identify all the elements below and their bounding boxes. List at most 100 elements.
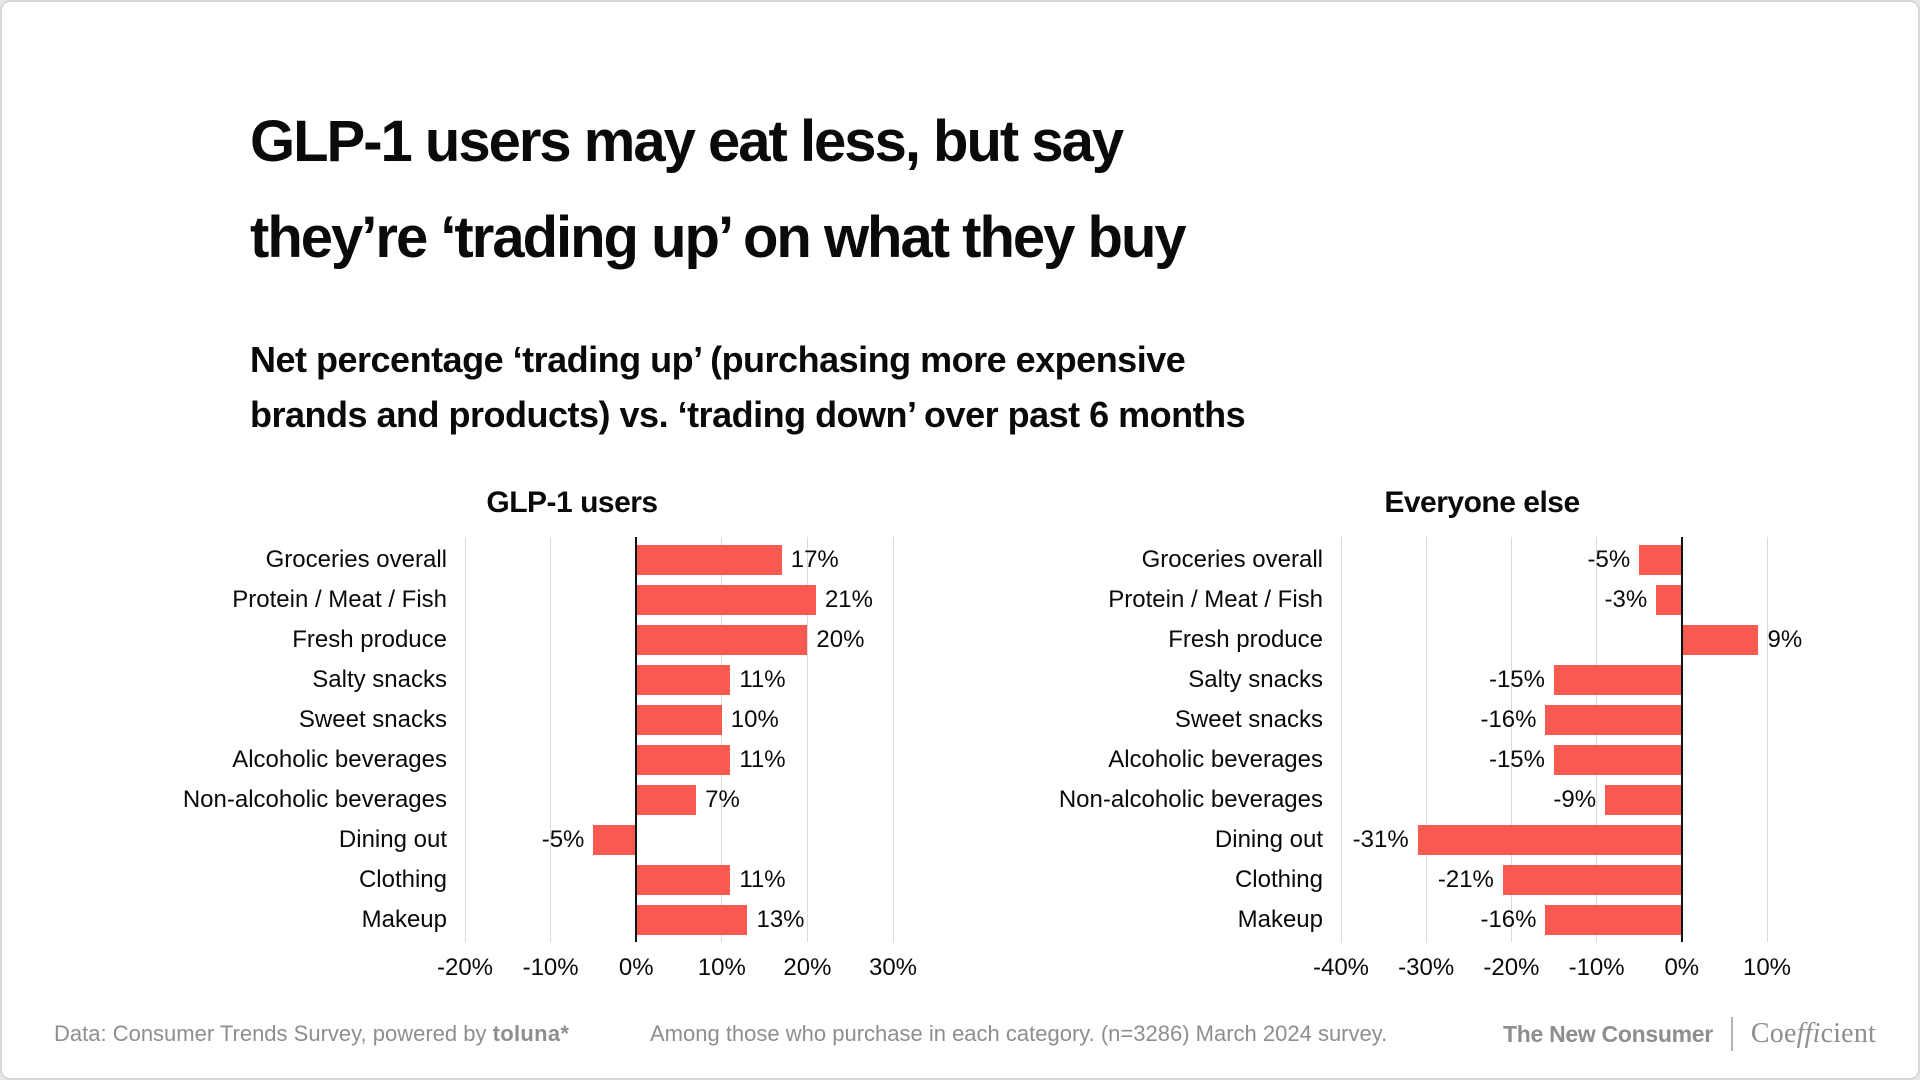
- category-label-clothing: Clothing: [358, 866, 447, 893]
- value-label-protein-meat-fish: -3%: [1604, 586, 1648, 613]
- chart-everyone-else: Everyone else Groceries overall Protein /…: [942, 472, 1802, 1032]
- category-label-groceries-overall: Groceries overall: [1141, 546, 1323, 573]
- category-label-non-alcoholic-beverages: Non-alcoholic beverages: [182, 786, 447, 813]
- bar-clothing: [1502, 865, 1682, 895]
- x-tick-label-0: 0%: [618, 954, 654, 981]
- category-label-alcoholic-beverages: Alcoholic beverages: [1108, 746, 1323, 773]
- bar-sweet-snacks: [636, 705, 722, 735]
- bar-makeup: [1545, 905, 1682, 935]
- page-title: GLP-1 users may eat less, but say they’r…: [250, 94, 1187, 286]
- data-source-text: Data: Consumer Trends Survey, powered by: [54, 1021, 493, 1046]
- x-tick-label--20: -20%: [1483, 954, 1540, 981]
- value-label-protein-meat-fish: 21%: [824, 586, 873, 613]
- category-label-makeup: Makeup: [1237, 906, 1323, 933]
- page-title-line-1: GLP-1 users may eat less, but say: [250, 109, 1124, 174]
- grid-line--10: [550, 537, 552, 942]
- the-new-consumer-logo: The New Consumer: [1503, 1020, 1713, 1047]
- category-label-clothing: Clothing: [1234, 866, 1323, 893]
- zero-axis-line: [635, 537, 638, 942]
- coefficient-logo: Coefficient: [1750, 1018, 1876, 1049]
- x-tick-label--40: -40%: [1312, 954, 1370, 981]
- value-label-sweet-snacks: 10%: [730, 706, 779, 733]
- bar-salty-snacks: [636, 665, 731, 695]
- grid-line--40: [1340, 537, 1342, 942]
- grid-line-10: [721, 537, 723, 942]
- bar-dining-out: [593, 825, 637, 855]
- page-title-line-2: they’re ‘trading up’ on what they buy: [250, 205, 1187, 270]
- category-labels: Groceries overall Protein / Meat / Fish Fr…: [62, 472, 447, 1032]
- category-label-groceries-overall: Groceries overall: [265, 546, 447, 573]
- category-label-fresh-produce: Fresh produce: [1168, 626, 1323, 653]
- value-label-clothing: 11%: [739, 866, 786, 893]
- x-tick-label--10: -10%: [1568, 954, 1625, 981]
- value-label-dining-out: -31%: [1352, 826, 1409, 853]
- footer: Data: Consumer Trends Survey, powered by…: [2, 1014, 1918, 1058]
- value-label-salty-snacks: 11%: [739, 666, 786, 693]
- x-tick-label-30: 30%: [868, 954, 918, 981]
- value-label-makeup: -16%: [1480, 906, 1537, 933]
- bar-groceries-overall: [1639, 545, 1682, 575]
- x-tick-label-10: 10%: [1742, 954, 1792, 981]
- bar-sweet-snacks: [1545, 705, 1682, 735]
- bar-non-alcoholic-beverages: [1605, 785, 1682, 815]
- bar-groceries-overall: [636, 545, 782, 575]
- value-label-clothing: -21%: [1437, 866, 1494, 893]
- chart-glp1-users: GLP-1 users Groceries overall Protein / M…: [62, 472, 922, 1032]
- chart-title-everyone-else: Everyone else: [1384, 486, 1580, 519]
- bar-protein-meat-fish: [636, 585, 816, 615]
- chart-subtitle-line-1: Net percentage ‘trading up’ (purchasing …: [250, 339, 1186, 380]
- value-label-groceries-overall: 17%: [790, 546, 839, 573]
- bar-non-alcoholic-beverages: [636, 785, 697, 815]
- brand-logos: The New Consumer Coefficient: [1503, 1014, 1876, 1054]
- brand-separator: [1730, 1017, 1733, 1051]
- category-label-sweet-snacks: Sweet snacks: [298, 706, 447, 733]
- category-label-sweet-snacks: Sweet snacks: [1174, 706, 1323, 733]
- category-label-salty-snacks: Salty snacks: [312, 666, 447, 693]
- plot-area: -20% -10% 0% 10% 20% 30% 17% 21% 20% 11% 10% 11% 7% -…: [437, 537, 917, 981]
- bar-protein-meat-fish: [1656, 585, 1682, 615]
- category-label-protein-meat-fish: Protein / Meat / Fish: [1108, 586, 1323, 613]
- grid-line--30: [1425, 537, 1427, 942]
- value-label-fresh-produce: 9%: [1767, 626, 1803, 653]
- category-label-dining-out: Dining out: [1214, 826, 1323, 853]
- data-source: Data: Consumer Trends Survey, powered by…: [54, 1014, 569, 1054]
- value-label-dining-out: -5%: [541, 826, 585, 853]
- value-label-makeup: 13%: [756, 906, 805, 933]
- x-tick-label-0: 0%: [1664, 954, 1700, 981]
- bar-fresh-produce: [636, 625, 808, 655]
- bar-alcoholic-beverages: [636, 745, 731, 775]
- grid-line-20: [806, 537, 808, 942]
- x-tick-label-10: 10%: [697, 954, 746, 981]
- grid-line--20: [1510, 537, 1512, 942]
- chart-title-glp1-users: GLP-1 users: [486, 486, 658, 519]
- x-tick-label--10: -10%: [522, 954, 579, 981]
- plot-area: -40% -30% -20% -10% 0% 10% -5% -3% 9% -15% -16% -15…: [1313, 537, 1802, 981]
- grid-line-10: [1766, 537, 1768, 942]
- value-label-non-alcoholic-beverages: -9%: [1553, 786, 1597, 813]
- value-label-alcoholic-beverages: 11%: [739, 746, 786, 773]
- chart-subtitle-line-2: brands and products) vs. ‘trading down’ …: [250, 394, 1246, 435]
- bar-dining-out: [1417, 825, 1682, 855]
- category-label-dining-out: Dining out: [338, 826, 447, 853]
- category-label-fresh-produce: Fresh produce: [292, 626, 447, 653]
- methodology-note: Among those who purchase in each categor…: [650, 1021, 1388, 1046]
- x-tick-label--20: -20%: [436, 954, 494, 981]
- category-label-alcoholic-beverages: Alcoholic beverages: [232, 746, 447, 773]
- zero-axis-line: [1680, 537, 1683, 942]
- value-label-sweet-snacks: -16%: [1480, 706, 1537, 733]
- value-label-salty-snacks: -15%: [1488, 666, 1545, 693]
- chart-subtitle: Net percentage ‘trading up’ (purchasing …: [250, 332, 1246, 442]
- grid-line--10: [1596, 537, 1598, 942]
- grid-line--20: [464, 537, 466, 942]
- value-label-fresh-produce: 20%: [816, 626, 865, 653]
- toluna-logo: toluna*: [492, 1021, 570, 1046]
- category-label-protein-meat-fish: Protein / Meat / Fish: [232, 586, 447, 613]
- grid-line-30: [892, 537, 894, 942]
- value-label-groceries-overall: -5%: [1587, 546, 1631, 573]
- value-label-non-alcoholic-beverages: 7%: [705, 786, 740, 813]
- bar-alcoholic-beverages: [1554, 745, 1682, 775]
- bar-clothing: [636, 865, 731, 895]
- x-tick-label-20: 20%: [783, 954, 832, 981]
- bar-makeup: [636, 905, 748, 935]
